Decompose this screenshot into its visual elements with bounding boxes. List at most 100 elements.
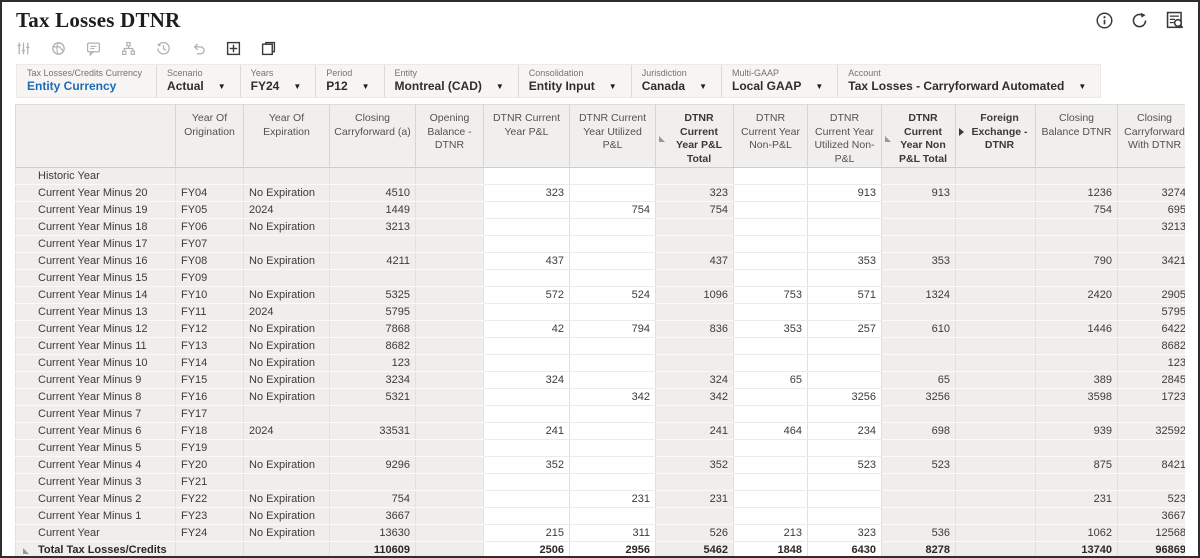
grid-cell[interactable]	[569, 422, 656, 440]
grid-cell[interactable]: 1449	[329, 201, 416, 219]
grid-cell[interactable]: No Expiration	[243, 184, 330, 202]
grid-cell[interactable]: 3213	[329, 218, 416, 236]
grid-cell[interactable]	[483, 303, 570, 321]
grid-cell[interactable]	[955, 456, 1036, 474]
grid-cell[interactable]	[415, 235, 484, 253]
grid-cell[interactable]	[955, 252, 1036, 270]
grid-cell[interactable]: 215	[483, 524, 570, 542]
grid-cell[interactable]	[955, 422, 1036, 440]
grid-cell[interactable]: 2024	[243, 303, 330, 321]
grid-cell[interactable]	[329, 235, 416, 253]
row-header[interactable]: Current Year Minus 14	[15, 286, 176, 304]
grid-cell[interactable]: 2905	[1117, 286, 1185, 304]
grid-cell[interactable]	[415, 303, 484, 321]
grid-cell[interactable]: 2024	[243, 422, 330, 440]
grid-cell[interactable]: 257	[807, 320, 882, 338]
grid-cell[interactable]	[807, 507, 882, 525]
grid-cell[interactable]	[415, 456, 484, 474]
undo-icon[interactable]	[191, 41, 206, 56]
row-header[interactable]: Current Year Minus 4	[15, 456, 176, 474]
collapse-icon[interactable]	[659, 136, 665, 143]
grid-cell[interactable]: No Expiration	[243, 218, 330, 236]
grid-cell[interactable]	[415, 473, 484, 491]
grid-cell[interactable]	[483, 235, 570, 253]
grid-cell[interactable]: 524	[569, 286, 656, 304]
grid-cell[interactable]	[415, 286, 484, 304]
grid-cell[interactable]: 13630	[329, 524, 416, 542]
grid-cell[interactable]: 2845	[1117, 371, 1185, 389]
grid-cell[interactable]: 311	[569, 524, 656, 542]
row-header[interactable]: Current Year Minus 13	[15, 303, 176, 321]
grid-cell[interactable]	[881, 507, 956, 525]
grid-cell[interactable]	[807, 354, 882, 372]
grid-cell[interactable]	[483, 507, 570, 525]
grid-cell[interactable]	[881, 473, 956, 491]
column-header-year_origination[interactable]: Year Of Origination	[175, 104, 244, 168]
grid-cell[interactable]	[415, 439, 484, 457]
grid-cell[interactable]	[955, 201, 1036, 219]
grid-cell[interactable]: 65	[733, 371, 808, 389]
grid-cell[interactable]: 3598	[1035, 388, 1118, 406]
grid-cell[interactable]: 32592	[1117, 422, 1185, 440]
grid-cell[interactable]	[955, 541, 1036, 556]
grid-cell[interactable]	[955, 184, 1036, 202]
grid-cell[interactable]	[483, 167, 570, 185]
grid-cell[interactable]	[415, 490, 484, 508]
column-header-opening_balance_dtnr[interactable]: Opening Balance - DTNR	[415, 104, 484, 168]
grid-cell[interactable]	[655, 303, 734, 321]
globe-icon[interactable]	[51, 41, 66, 56]
grid-cell[interactable]: 790	[1035, 252, 1118, 270]
grid-cell[interactable]	[569, 235, 656, 253]
grid-cell[interactable]	[569, 456, 656, 474]
grid-cell[interactable]	[955, 371, 1036, 389]
grid-cell[interactable]: 5795	[1117, 303, 1185, 321]
grid-cell[interactable]	[415, 371, 484, 389]
grid-cell[interactable]	[569, 507, 656, 525]
grid-cell[interactable]: 1723	[1117, 388, 1185, 406]
grid-cell[interactable]: 8278	[881, 541, 956, 556]
grid-cell[interactable]: No Expiration	[243, 371, 330, 389]
grid-cell[interactable]: No Expiration	[243, 252, 330, 270]
grid-cell[interactable]	[733, 388, 808, 406]
grid-cell[interactable]	[329, 167, 416, 185]
chevron-down-icon[interactable]: ▼	[699, 81, 707, 91]
grid-cell[interactable]	[415, 252, 484, 270]
grid-cell[interactable]	[733, 490, 808, 508]
side-panel-icon[interactable]	[261, 41, 276, 56]
grid-cell[interactable]: No Expiration	[243, 337, 330, 355]
grid-cell[interactable]: 324	[655, 371, 734, 389]
grid-cell[interactable]	[329, 473, 416, 491]
grid-cell[interactable]	[955, 286, 1036, 304]
grid-cell[interactable]	[955, 507, 1036, 525]
column-header-dtnr_cy_utilized_nonpl[interactable]: DTNR Current Year Utilized Non-P&L	[807, 104, 882, 168]
grid-cell[interactable]: 1096	[655, 286, 734, 304]
grid-cell[interactable]	[243, 439, 330, 457]
grid-cell[interactable]	[483, 388, 570, 406]
grid-cell[interactable]: FY18	[175, 422, 244, 440]
grid-cell[interactable]: No Expiration	[243, 490, 330, 508]
grid-cell[interactable]: 8682	[1117, 337, 1185, 355]
row-header[interactable]: Total Tax Losses/Credits	[15, 541, 176, 556]
grid-cell[interactable]	[733, 218, 808, 236]
pov-value[interactable]: Tax Losses - Carryforward Automated ▼	[848, 79, 1086, 93]
grid-cell[interactable]: 2420	[1035, 286, 1118, 304]
pov-item-tax-losses-credits-currency[interactable]: Tax Losses/Credits Currency Entity Curren…	[17, 65, 158, 97]
grid-cell[interactable]: 3274	[1117, 184, 1185, 202]
hierarchy-icon[interactable]	[121, 41, 136, 56]
grid-cell[interactable]	[415, 422, 484, 440]
row-header[interactable]: Current Year Minus 11	[15, 337, 176, 355]
grid-cell[interactable]	[955, 167, 1036, 185]
grid-cell[interactable]	[881, 201, 956, 219]
grid-cell[interactable]: No Expiration	[243, 286, 330, 304]
grid-cell[interactable]	[655, 235, 734, 253]
grid-cell[interactable]: 342	[655, 388, 734, 406]
grid-cell[interactable]	[733, 456, 808, 474]
grid-cell[interactable]: 4510	[329, 184, 416, 202]
grid-cell[interactable]: 231	[569, 490, 656, 508]
grid-cell[interactable]: 754	[569, 201, 656, 219]
grid-cell[interactable]: 610	[881, 320, 956, 338]
grid-cell[interactable]: 3667	[329, 507, 416, 525]
grid-cell[interactable]: 753	[733, 286, 808, 304]
grid-cell[interactable]: FY15	[175, 371, 244, 389]
grid-cell[interactable]	[955, 337, 1036, 355]
